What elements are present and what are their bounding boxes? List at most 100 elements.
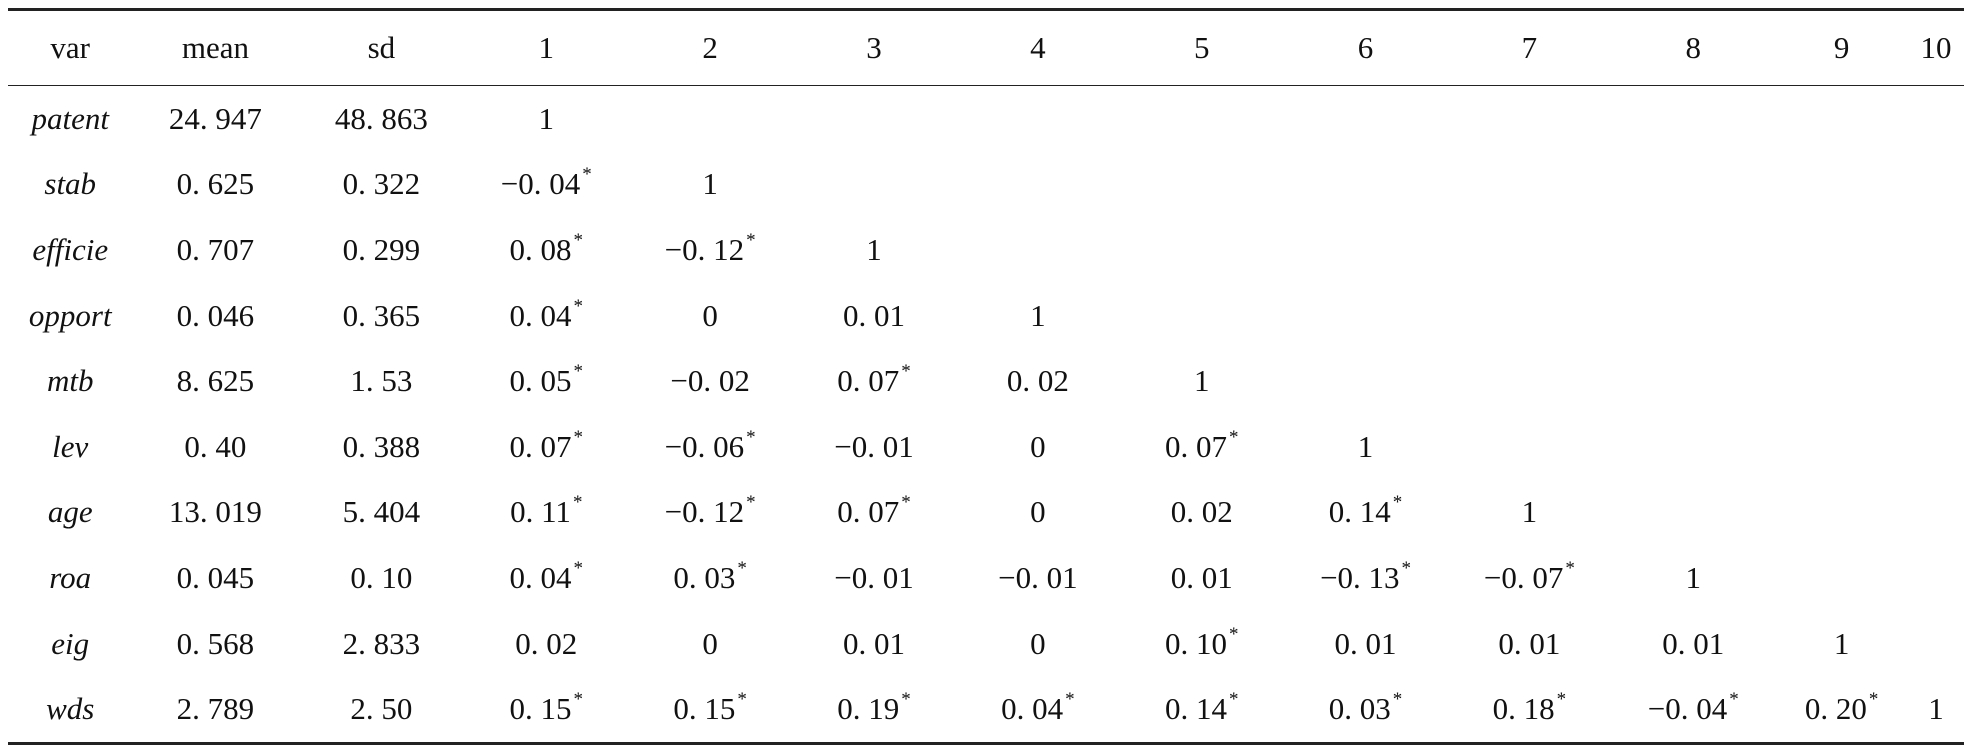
table-cell [1611, 152, 1775, 218]
table-cell: 0. 01 [842, 625, 905, 661]
table-cell: 0. 03 * [1328, 689, 1403, 727]
table-cell: 1 [1357, 428, 1374, 464]
table-cell: 0. 11 * [510, 492, 583, 530]
variable-name-cell: efficie [32, 231, 109, 267]
table-cell: −0. 01 [998, 559, 1078, 595]
table-cell: 0. 10 [350, 559, 413, 595]
table-cell [956, 86, 1120, 152]
table-cell: 0. 40 [184, 428, 247, 464]
table-cell [1120, 86, 1284, 152]
table-cell: −0. 01 [834, 428, 914, 464]
table-cell: 13. 019 [168, 494, 262, 530]
table-cell: −0. 12 * [664, 229, 756, 267]
table-header: var mean sd 1 2 3 4 5 6 7 8 9 10 [8, 11, 1964, 86]
significance-star: * [1392, 689, 1403, 711]
table-cell [1908, 414, 1964, 480]
table-cell [1120, 283, 1284, 349]
correlation-table: var mean sd 1 2 3 4 5 6 7 8 9 10 patent 24. 947 48. 86… [8, 11, 1964, 742]
column-header: 1 [538, 30, 555, 65]
table-cell: 0. 04 * [509, 557, 584, 595]
table-cell: 0. 707 [176, 231, 255, 267]
table-cell [1908, 217, 1964, 283]
table-row: wds 2. 789 2. 50 0. 15 * 0. 15 * 0. 19 * 0. 04 * 0.… [8, 676, 1964, 742]
table-cell: −0. 02 [670, 363, 750, 399]
table-cell: 0 [1030, 428, 1046, 464]
significance-star: * [746, 426, 756, 448]
variable-name-cell: roa [49, 559, 92, 595]
variable-name-cell: age [47, 494, 93, 530]
table-row: efficie 0. 707 0. 299 0. 08 * −0. 12 * 1 [8, 217, 1964, 283]
table-cell: 2. 789 [176, 691, 255, 727]
table-cell: 0. 07 * [509, 426, 584, 464]
table-cell: −0. 04 * [500, 164, 592, 202]
header-row: var mean sd 1 2 3 4 5 6 7 8 9 10 [8, 11, 1964, 86]
significance-star: * [573, 361, 584, 383]
table-cell: 0. 18 * [1492, 689, 1567, 727]
table-cell: 0. 04 * [1001, 689, 1075, 727]
table-cell [1611, 348, 1775, 414]
table-cell: 8. 625 [176, 363, 255, 399]
top-rule [8, 8, 1964, 11]
table-cell: 5. 404 [342, 494, 421, 530]
significance-star: * [1565, 557, 1575, 579]
table-cell: −0. 13 * [1320, 557, 1412, 595]
table-cell: 1 [1685, 559, 1702, 595]
table-cell: 0. 15 * [509, 689, 584, 727]
table-cell: 2. 833 [342, 625, 421, 661]
table-cell: 1 [1030, 297, 1046, 333]
column-header: 6 [1357, 30, 1374, 65]
table-cell: 0. 15 * [673, 689, 747, 727]
table-cell: 1 [1521, 494, 1538, 530]
table-cell [1611, 283, 1775, 349]
table-cell: 0. 08 * [509, 229, 584, 267]
table-cell: 0. 03 * [673, 557, 747, 595]
table-cell [1284, 152, 1448, 218]
table-cell [1284, 283, 1448, 349]
table-cell: −0. 01 [834, 559, 914, 595]
bottom-rule [8, 741, 1964, 745]
significance-star: * [573, 295, 584, 317]
table-cell [1908, 348, 1964, 414]
column-header: 8 [1685, 30, 1702, 65]
table-cell: 1 [538, 100, 555, 136]
table-cell [1447, 414, 1611, 480]
variable-name-cell: opport [28, 297, 112, 333]
table-cell [1120, 217, 1284, 283]
column-header: 4 [1030, 30, 1046, 65]
table-cell [792, 86, 956, 152]
significance-star: * [573, 229, 584, 251]
column-header: 3 [866, 30, 882, 65]
table-cell [1775, 86, 1908, 152]
table-cell: 0. 04 * [509, 295, 584, 333]
table-cell [1775, 480, 1908, 546]
table-cell [1611, 86, 1775, 152]
table-cell: 1 [1928, 691, 1944, 727]
table-cell: 0. 02 [515, 625, 578, 661]
table-body: patent 24. 947 48. 863 1 stab 0. 625 0. 322 −0.… [8, 86, 1964, 742]
significance-star: * [737, 689, 747, 711]
column-header: 2 [702, 30, 718, 65]
table-cell [956, 152, 1120, 218]
table-cell [1908, 480, 1964, 546]
table-cell [1775, 283, 1908, 349]
table-cell [1775, 545, 1908, 611]
table-cell [1120, 152, 1284, 218]
table-cell: 2. 50 [350, 691, 413, 727]
table-cell: 0. 02 [1170, 494, 1233, 530]
table-cell: 0 [702, 625, 718, 661]
variable-name-cell: mtb [46, 363, 94, 399]
significance-star: * [1401, 557, 1412, 579]
variable-name-cell: lev [52, 428, 89, 464]
table-cell [1447, 217, 1611, 283]
column-header: 9 [1833, 30, 1850, 65]
table-cell [1775, 152, 1908, 218]
table-cell: 0. 01 [1662, 625, 1725, 661]
significance-star: * [746, 492, 756, 514]
table-cell: 0. 02 [1006, 363, 1069, 399]
table-row: opport 0. 046 0. 365 0. 04 * 0 0. 01 1 [8, 283, 1964, 349]
table-cell: 0. 07 * [1164, 426, 1239, 464]
table-cell [1611, 217, 1775, 283]
significance-star: * [1228, 689, 1239, 711]
table-cell [628, 86, 792, 152]
table-cell [1284, 86, 1448, 152]
